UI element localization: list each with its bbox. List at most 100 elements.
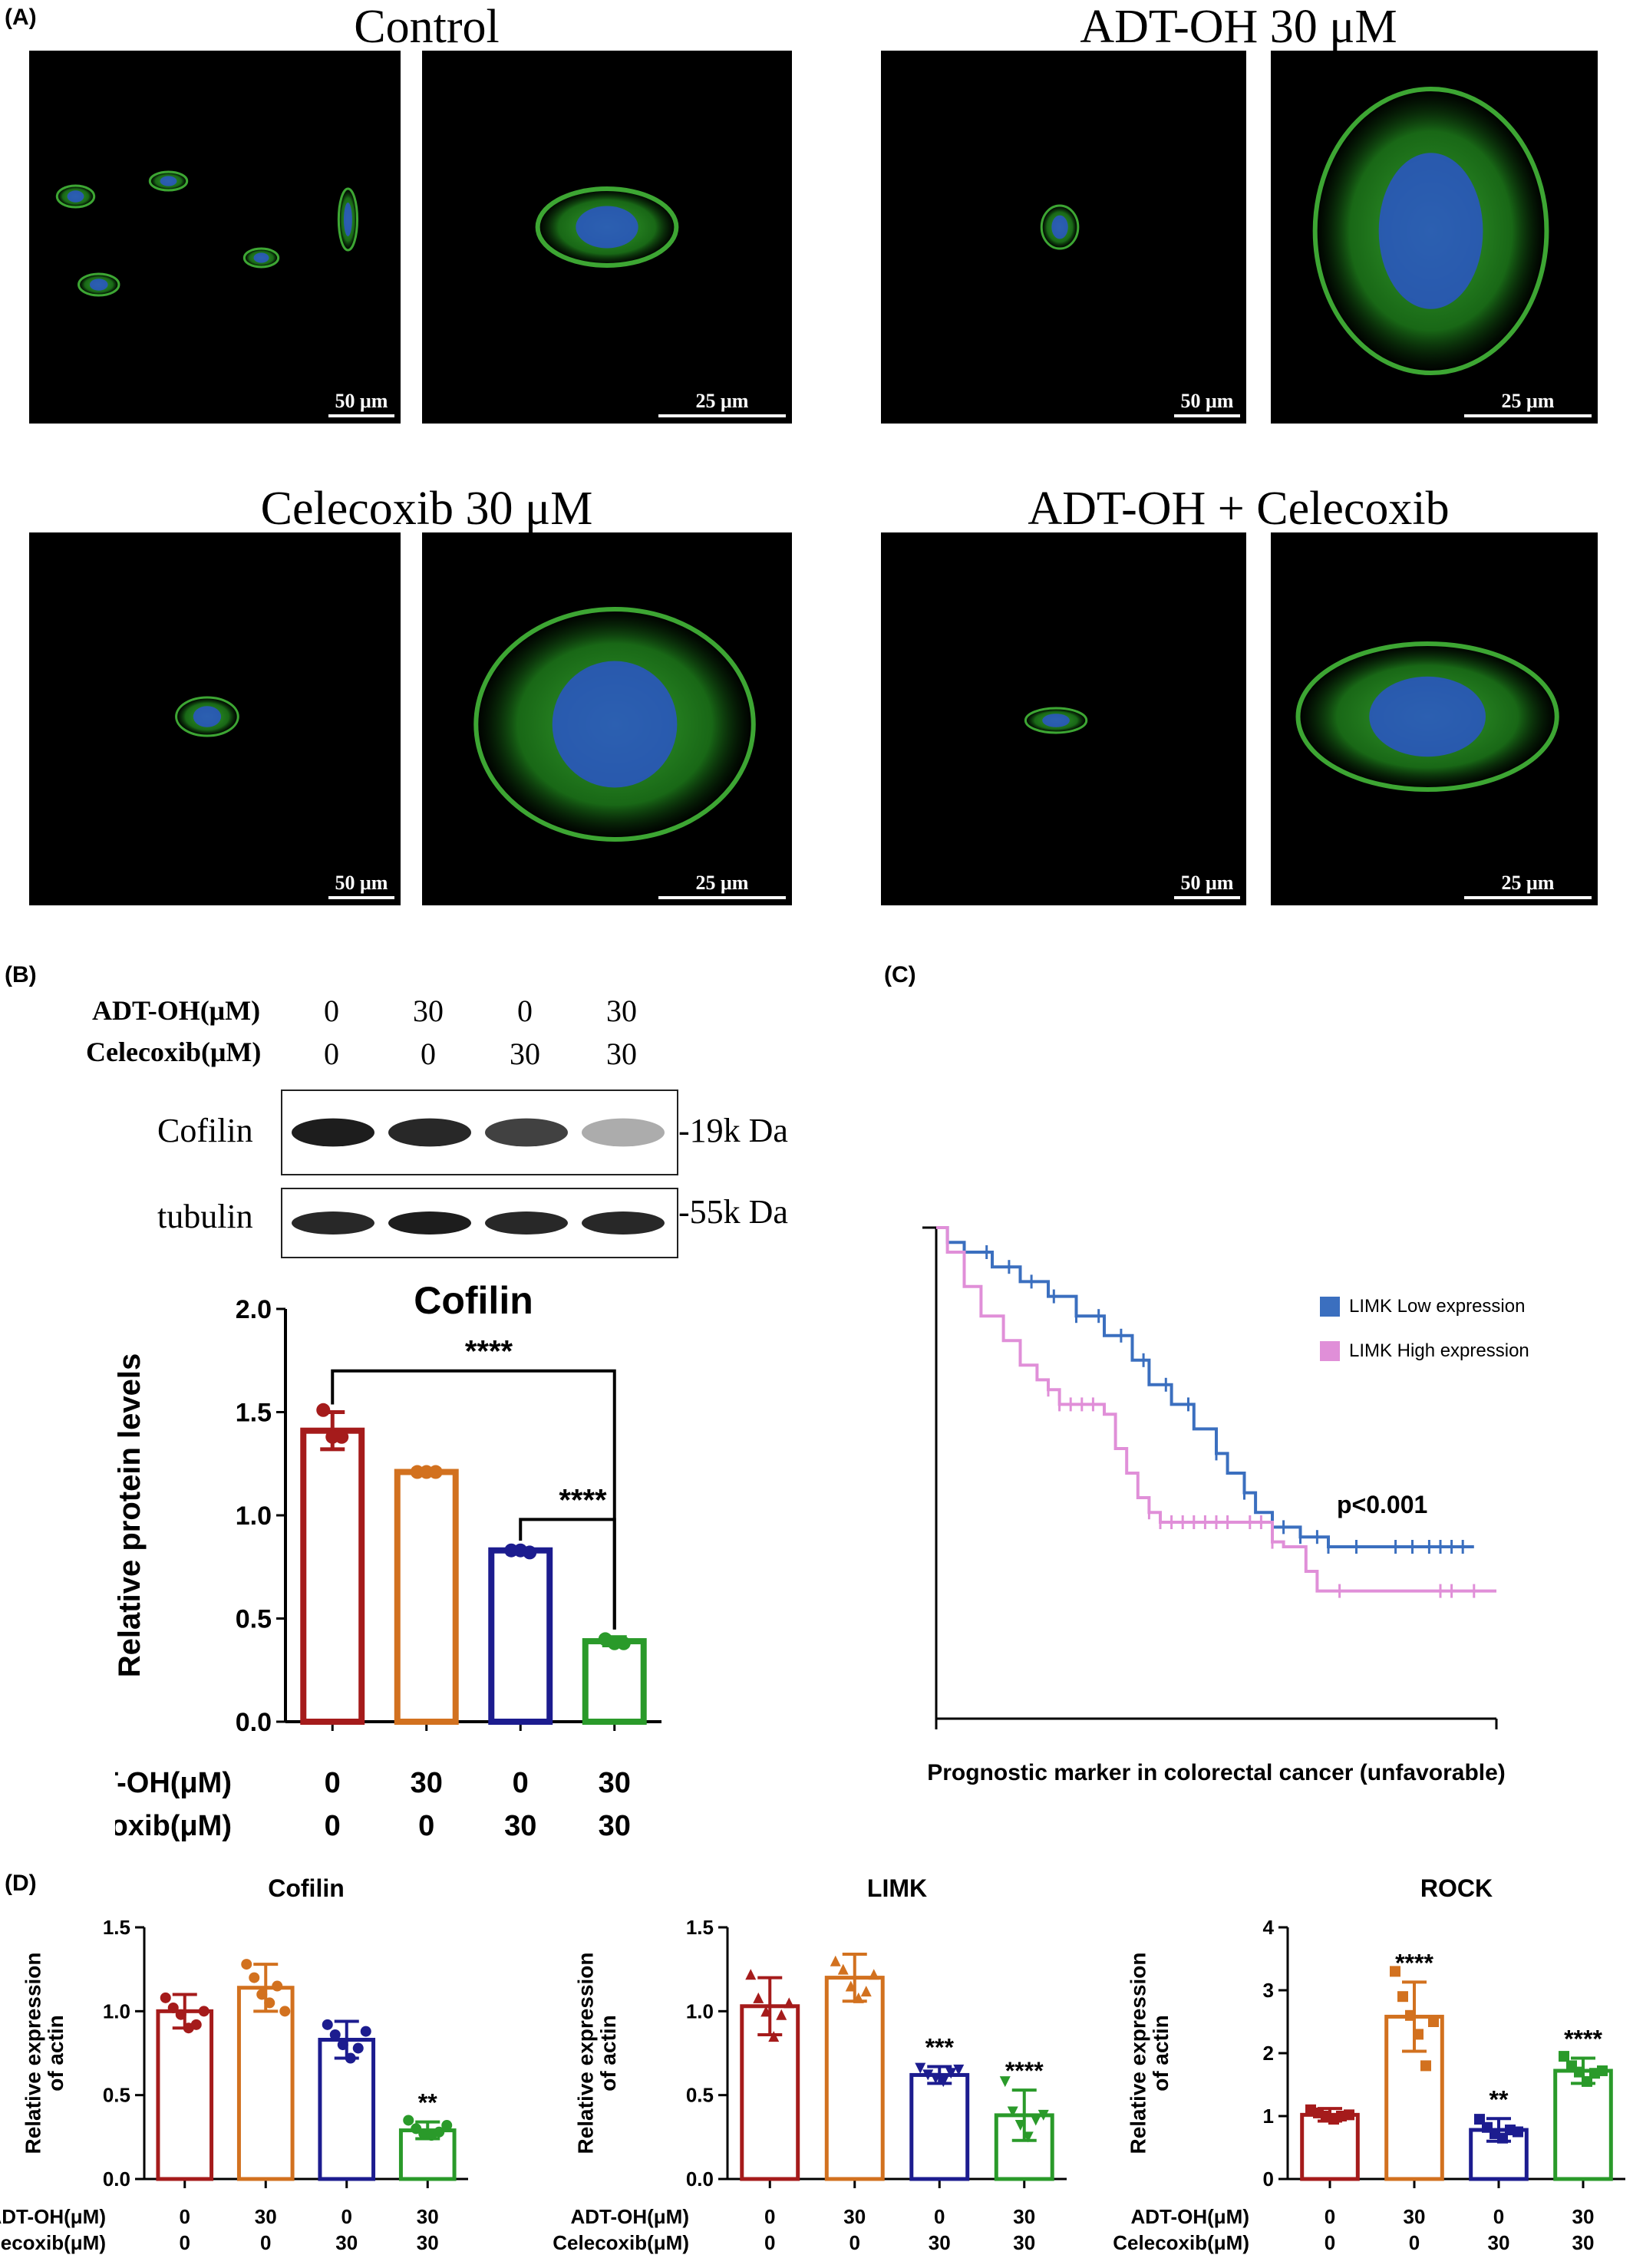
blot-band [582, 1118, 665, 1147]
data-point [915, 2062, 926, 2074]
scale-bar: 25 μm [1464, 872, 1592, 899]
micrograph-celecoxib-wide: 50 μm [29, 532, 401, 905]
row1-label: ADT-OH(μM) [115, 1767, 232, 1799]
data-point [1344, 2109, 1354, 2121]
data-point [322, 2019, 333, 2030]
scale-bar: 50 μm [1174, 872, 1240, 899]
chart-d-cofilin: 0.0 0.5 1.0 1.5 Cofilin Relative expressionof… [0, 1874, 468, 2254]
scale-bar-label: 50 μm [335, 872, 388, 894]
chart-title: Cofilin [268, 1874, 345, 1902]
row1-value: 30 [599, 1767, 631, 1799]
row1-value: 30 [255, 2205, 277, 2228]
data-point [1405, 2009, 1416, 2021]
data-point [868, 1969, 879, 1980]
data-point [1513, 2126, 1523, 2138]
scale-bar-label: 50 μm [1180, 872, 1234, 894]
blot-band [292, 1211, 374, 1235]
data-point [272, 1980, 283, 1992]
row2-label: Celecoxib(μM) [115, 1810, 232, 1841]
data-point [198, 2006, 209, 2017]
data-point [352, 2042, 364, 2054]
data-point [175, 2009, 186, 2020]
row2-value: 30 [929, 2231, 951, 2254]
significance-label: **** [465, 1335, 513, 1369]
panel-label-d: (D) [5, 1871, 37, 1896]
blot-band [485, 1211, 568, 1235]
cell-nucleus [552, 661, 678, 788]
row1-value: 30 [411, 1767, 443, 1799]
wb-band2-label: tubulin [157, 1198, 253, 1235]
scale-bar-line [1174, 414, 1240, 417]
row1-value: 30 [843, 2205, 866, 2228]
data-point [1413, 2029, 1424, 2040]
y-tick-label: 1.0 [686, 1999, 714, 2022]
micrograph-combo-zoom: 25 μm [1271, 532, 1598, 905]
significance-stars: **** [1564, 2026, 1602, 2053]
row2-value: 0 [1325, 2231, 1335, 2254]
wb-celecoxib-value: 30 [606, 1037, 637, 1071]
data-point [360, 2026, 371, 2037]
wb-row1-label: ADT-OH(μM) [92, 995, 261, 1026]
row1-label: ADT-OH(μM) [1130, 2205, 1249, 2228]
data-point [853, 1992, 864, 2003]
significance-label: **** [559, 1483, 607, 1517]
row1-value: 0 [764, 2205, 775, 2228]
km-curve [936, 1226, 1474, 1548]
row2-label: Celecoxib(μM) [1113, 2231, 1249, 2254]
row2-label: Celecoxib(μM) [0, 2231, 106, 2254]
row2-value: 30 [335, 2231, 358, 2254]
scale-bar: 50 μm [328, 872, 394, 899]
row2-value: 30 [1013, 2231, 1035, 2254]
p-value: p<0.001 [1337, 1491, 1427, 1518]
data-point [403, 2115, 414, 2126]
row1-value: 0 [1325, 2205, 1335, 2228]
row2-value: 0 [849, 2231, 860, 2254]
data-point [930, 2072, 942, 2084]
wb-celecoxib-value: 0 [421, 1037, 436, 1071]
y-tick-label: 1.5 [236, 1399, 272, 1428]
panel-label-a: (A) [5, 5, 37, 30]
scale-bar: 50 μm [1174, 390, 1240, 417]
bar [236, 1986, 295, 2181]
data-point [1582, 2075, 1592, 2087]
panel-label-c: (C) [884, 962, 916, 987]
data-point [922, 2069, 934, 2081]
micrograph-control-zoom: 25 μm [422, 51, 792, 424]
significance-stars: ** [418, 2089, 437, 2117]
significance-stars: ** [1489, 2085, 1509, 2113]
cell-nucleus [67, 190, 84, 203]
scale-bar-label: 50 μm [1180, 390, 1234, 412]
row2-value: 0 [180, 2231, 190, 2254]
row1-value: 30 [1572, 2205, 1595, 2228]
data-point [845, 1980, 856, 1992]
chart-title: Cofilin [414, 1279, 533, 1322]
row1-value: 0 [513, 1767, 529, 1799]
data-point [523, 1545, 537, 1560]
y-axis-label: Relative expressionof actin [21, 1952, 67, 2154]
data-point [1022, 2131, 1034, 2143]
y-tick-label: 2.0 [236, 1295, 272, 1324]
row1-value: 0 [325, 1767, 341, 1799]
data-point [999, 2076, 1011, 2088]
data-point [1030, 2115, 1041, 2126]
significance-bracket [331, 1369, 616, 1630]
y-tick-label: 0.0 [686, 2167, 714, 2191]
scale-bar-label: 50 μm [335, 390, 388, 412]
micrograph-combo-wide: 50 μm [881, 532, 1246, 905]
chart-title: ROCK [1420, 1874, 1493, 1902]
data-point [411, 2123, 422, 2134]
y-tick-label: 1 [1263, 2105, 1274, 2128]
data-point [337, 2039, 348, 2051]
micrograph-adt-zoom: 25 μm [1271, 51, 1598, 424]
data-point [837, 1963, 849, 1975]
data-point [160, 1992, 171, 2003]
bar [156, 2009, 214, 2181]
y-tick-label: 1.0 [236, 1502, 272, 1531]
micrograph-title-control: Control [354, 1, 500, 53]
row1-value: 30 [417, 2205, 439, 2228]
scale-bar: 50 μm [328, 390, 394, 417]
cell-nucleus [1369, 676, 1486, 757]
scale-bar-label: 25 μm [695, 872, 749, 894]
chart-c-km-survival: LIMK Low expression LIMK High expression p… [922, 1226, 1529, 1785]
blot-band [292, 1118, 374, 1147]
